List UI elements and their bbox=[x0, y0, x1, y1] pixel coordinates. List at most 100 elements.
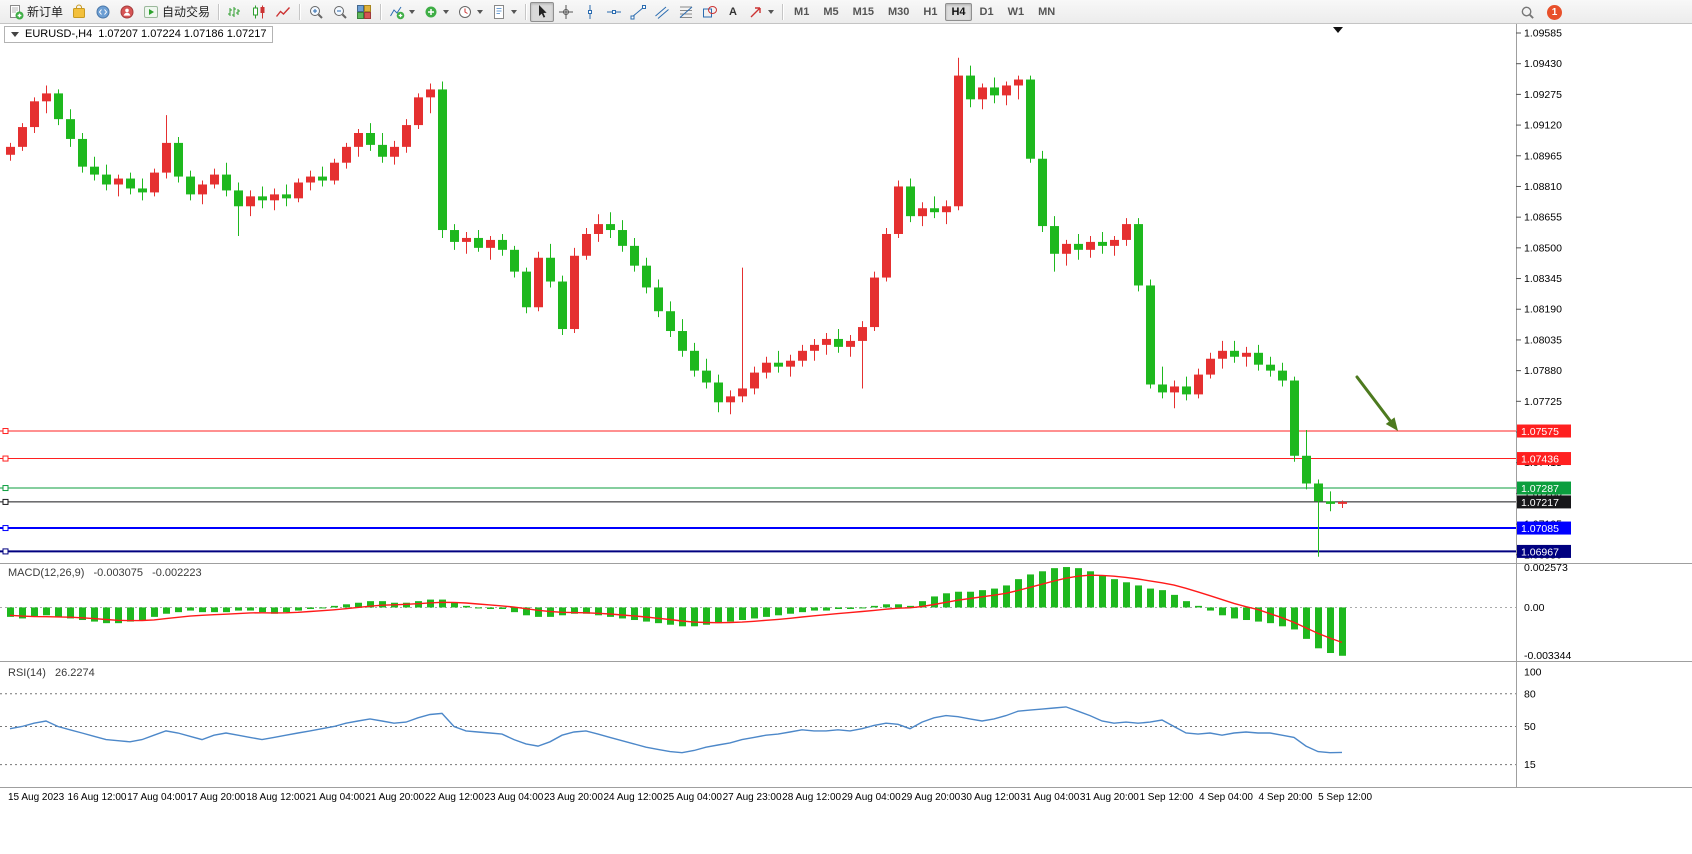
zoom-in-button[interactable] bbox=[304, 2, 328, 22]
candle-body bbox=[1302, 455, 1311, 484]
price-tick-label: 1.08500 bbox=[1524, 242, 1562, 254]
macd-histogram-bar bbox=[1207, 607, 1214, 611]
price-line-handle[interactable] bbox=[2, 428, 9, 435]
timeframe-d1[interactable]: D1 bbox=[974, 3, 1000, 21]
codebase-button[interactable] bbox=[91, 2, 115, 22]
rsi-label: RSI(14) 26.2274 bbox=[8, 667, 101, 679]
price-line-label-text: 1.07575 bbox=[1521, 426, 1559, 438]
period-button[interactable] bbox=[453, 2, 487, 22]
price-line-handle[interactable] bbox=[2, 548, 9, 555]
candle-body bbox=[18, 127, 27, 147]
candle-body bbox=[510, 249, 519, 272]
macd-histogram-bar bbox=[247, 607, 254, 611]
macd-histogram-bar bbox=[631, 607, 638, 621]
text-button[interactable]: A bbox=[722, 2, 744, 22]
candle-body bbox=[234, 190, 243, 207]
crosshair-button[interactable] bbox=[554, 2, 578, 22]
candle-chart-button[interactable] bbox=[247, 2, 271, 22]
candle-body bbox=[606, 224, 615, 231]
price-line-handle[interactable] bbox=[2, 525, 9, 532]
one-click-trading-toggle-icon[interactable] bbox=[11, 32, 19, 37]
candle-body bbox=[738, 388, 747, 397]
chart-canvas[interactable]: 1.09585 1.09430 1.09275 1.09120 1.08965 1.088… bbox=[0, 24, 1692, 854]
zoom-out-button[interactable] bbox=[328, 2, 352, 22]
macd-histogram-bar bbox=[163, 607, 170, 614]
candle-body bbox=[150, 172, 159, 193]
search-button[interactable] bbox=[1516, 2, 1539, 22]
timeframe-m1[interactable]: M1 bbox=[788, 3, 815, 21]
macd-histogram-bar bbox=[295, 607, 302, 611]
shapes-icon bbox=[702, 4, 718, 20]
time-axis-label: 23 Aug 04:00 bbox=[484, 792, 544, 803]
price-tick-label: 1.08035 bbox=[1524, 334, 1562, 346]
arrows-button[interactable] bbox=[744, 2, 778, 22]
chevron-down-icon bbox=[477, 9, 484, 14]
price-line-handle[interactable] bbox=[2, 455, 9, 462]
macd-histogram-bar bbox=[943, 593, 950, 608]
template-button[interactable] bbox=[487, 2, 521, 22]
candle-body bbox=[258, 196, 267, 201]
tile-windows-button[interactable] bbox=[352, 2, 376, 22]
trendline-button[interactable] bbox=[626, 2, 650, 22]
line-chart-button[interactable] bbox=[271, 2, 295, 22]
candle-body bbox=[774, 362, 783, 367]
shapes-button[interactable] bbox=[698, 2, 722, 22]
time-axis-label: 18 Aug 12:00 bbox=[246, 792, 306, 803]
time-axis-label: 31 Aug 20:00 bbox=[1079, 792, 1139, 803]
price-line-label bbox=[1517, 495, 1571, 509]
community-button[interactable] bbox=[115, 2, 139, 22]
hline-button[interactable] bbox=[602, 2, 626, 22]
time-axis-label: 21 Aug 04:00 bbox=[305, 792, 365, 803]
macd-histogram-bar bbox=[403, 602, 410, 608]
new-order-button[interactable]: 新订单 bbox=[4, 2, 67, 22]
channel-button[interactable] bbox=[650, 2, 674, 22]
timeframe-m30[interactable]: M30 bbox=[882, 3, 915, 21]
arrow-annotation[interactable] bbox=[1355, 375, 1402, 434]
macd-histogram-bar bbox=[679, 607, 686, 627]
indicators-button[interactable] bbox=[385, 2, 419, 22]
macd-histogram-bar bbox=[1279, 607, 1286, 627]
codebase-icon bbox=[95, 4, 111, 20]
price-tick-label: 1.09430 bbox=[1524, 58, 1562, 70]
candle-body bbox=[594, 224, 603, 234]
candle-body bbox=[1218, 350, 1227, 359]
candle-body bbox=[918, 208, 927, 217]
macd-histogram-bar bbox=[643, 607, 650, 622]
timeframe-m15[interactable]: M15 bbox=[847, 3, 880, 21]
candle-body bbox=[1206, 358, 1215, 375]
market-button[interactable] bbox=[67, 2, 91, 22]
candle-body bbox=[210, 174, 219, 185]
chart-symbol-period: EURUSD-,H4 bbox=[25, 28, 93, 40]
notification-badge[interactable]: 1 bbox=[1547, 4, 1562, 20]
fibonacci-button[interactable] bbox=[674, 2, 698, 22]
timeframe-m5[interactable]: M5 bbox=[817, 3, 844, 21]
timeframe-h4[interactable]: H4 bbox=[945, 2, 972, 21]
timeframe-h1[interactable]: H1 bbox=[917, 3, 943, 21]
candle-body bbox=[366, 133, 375, 145]
candle-body bbox=[786, 360, 795, 367]
macd-histogram-bar bbox=[667, 607, 674, 625]
price-line-handle[interactable] bbox=[2, 498, 9, 505]
bar-chart-button[interactable] bbox=[223, 2, 247, 22]
cursor-button[interactable] bbox=[530, 1, 555, 22]
time-axis-label: 5 Sep 12:00 bbox=[1318, 792, 1373, 803]
price-line-handle[interactable] bbox=[2, 485, 9, 492]
time-axis-label: 4 Sep 20:00 bbox=[1258, 792, 1313, 803]
add-object-button[interactable] bbox=[419, 2, 453, 22]
time-axis[interactable]: 15 Aug 2023 16 Aug 12:00 17 Aug 04:00 17 Au… bbox=[0, 789, 1516, 807]
candle-body bbox=[858, 327, 867, 341]
candle-body bbox=[378, 144, 387, 157]
timeframe-w1[interactable]: W1 bbox=[1002, 3, 1031, 21]
vline-button[interactable] bbox=[578, 2, 602, 22]
macd-histogram-bar bbox=[271, 607, 278, 614]
macd-histogram-bar bbox=[799, 607, 806, 613]
candle-body bbox=[1278, 370, 1287, 381]
candle-body bbox=[702, 370, 711, 383]
candle-body bbox=[882, 233, 891, 278]
autotrade-button[interactable]: 自动交易 bbox=[139, 2, 214, 22]
macd-histogram-bar bbox=[619, 607, 626, 619]
macd-histogram-bar bbox=[763, 607, 770, 617]
timeframe-mn[interactable]: MN bbox=[1032, 3, 1061, 21]
macd-histogram-bar bbox=[559, 607, 566, 616]
macd-histogram-bar bbox=[1027, 574, 1034, 608]
